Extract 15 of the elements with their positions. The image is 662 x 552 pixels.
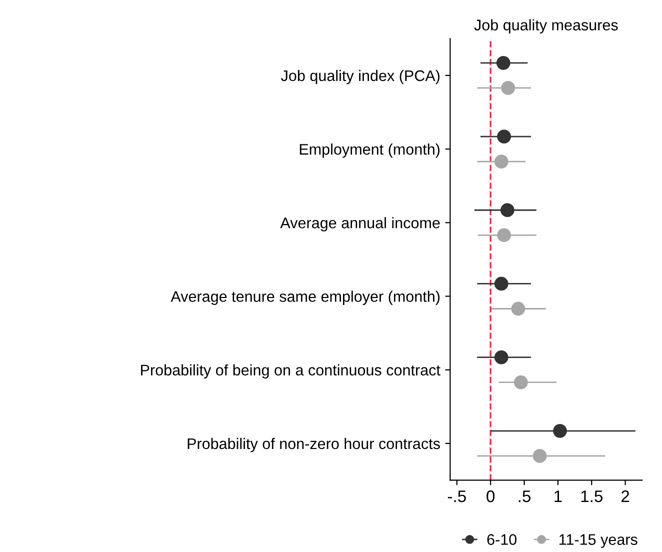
x-tick-label: 1.5: [581, 490, 603, 502]
y-tick-label: Employment (month): [300, 144, 440, 158]
y-tick-label: Probability of non-zero hour contracts: [188, 438, 440, 452]
legend-label: 6-10: [487, 534, 516, 545]
x-tick-label: -.5: [448, 490, 466, 502]
chart-title: Job quality measures: [474, 19, 618, 34]
legend-label: 11-15 years: [559, 534, 638, 548]
x-tick-label: 0: [486, 490, 495, 502]
y-tick-label: Average tenure same employer (month): [170, 290, 440, 305]
x-tick-label: 1: [554, 490, 562, 502]
y-tick-label: Job quality index (PCA): [281, 70, 440, 84]
y-tick-label: Probability of being on a continuous contract: [141, 364, 440, 379]
x-tick-label: .5: [518, 490, 531, 502]
y-tick-label: Average annual income: [280, 217, 440, 232]
x-tick-label: 2: [622, 490, 630, 502]
